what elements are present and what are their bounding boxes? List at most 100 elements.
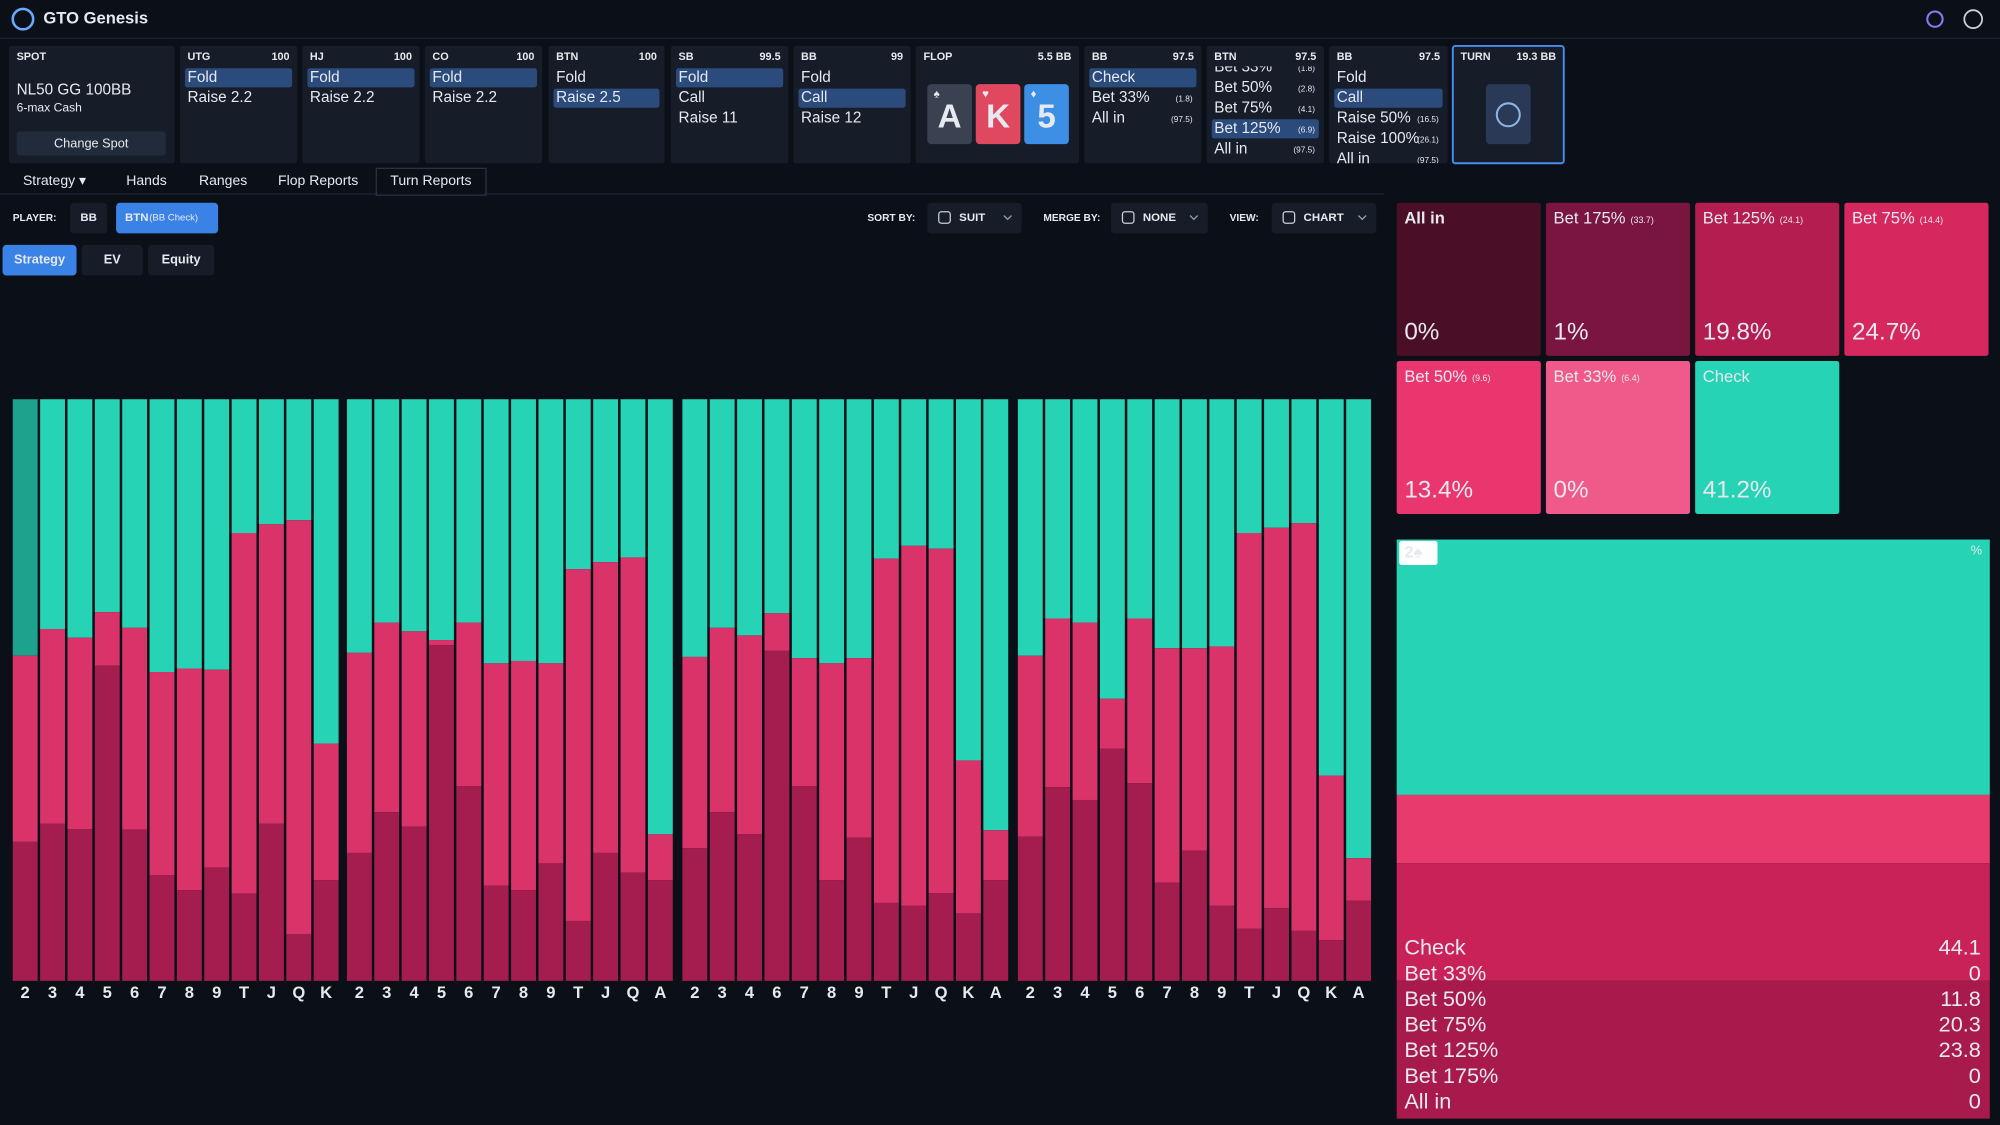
action-label[interactable]: Raise 2.2 xyxy=(310,89,375,106)
mid-segment[interactable] xyxy=(565,569,591,921)
dark-segment[interactable] xyxy=(1182,850,1207,981)
mid-segment[interactable] xyxy=(374,622,400,813)
mid-segment[interactable] xyxy=(231,533,257,894)
active-tab[interactable] xyxy=(375,167,487,196)
check-segment[interactable] xyxy=(983,399,1009,831)
action-label[interactable]: Raise 50% xyxy=(1337,110,1411,127)
dark-segment[interactable] xyxy=(901,905,927,981)
dark-segment[interactable] xyxy=(737,834,762,981)
mid-segment[interactable] xyxy=(928,548,954,894)
mid-segment[interactable] xyxy=(901,545,927,906)
dark-segment[interactable] xyxy=(374,812,400,981)
mid-segment[interactable] xyxy=(401,631,427,827)
check-segment[interactable] xyxy=(1264,399,1289,528)
mid-segment[interactable] xyxy=(456,622,482,787)
check-segment[interactable] xyxy=(313,399,339,744)
subtab[interactable] xyxy=(81,244,143,276)
dark-segment[interactable] xyxy=(1099,748,1125,981)
check-segment[interactable] xyxy=(1154,399,1180,649)
dark-segment[interactable] xyxy=(1236,928,1262,981)
check-segment[interactable] xyxy=(286,399,312,521)
check-segment[interactable] xyxy=(94,399,120,613)
strategy-tile[interactable] xyxy=(1695,360,1840,515)
action-label[interactable]: Call xyxy=(679,89,705,106)
check-segment[interactable] xyxy=(1318,399,1344,776)
mid-segment[interactable] xyxy=(483,663,509,886)
dark-segment[interactable] xyxy=(1346,900,1372,981)
dark-segment[interactable] xyxy=(846,837,872,981)
dark-segment[interactable] xyxy=(456,786,482,981)
mid-segment[interactable] xyxy=(737,635,762,835)
check-segment[interactable] xyxy=(511,399,536,661)
dark-segment[interactable] xyxy=(346,852,372,981)
action-label[interactable]: All in xyxy=(1337,150,1370,167)
dark-segment[interactable] xyxy=(204,867,230,981)
subtab-label[interactable]: Strategy xyxy=(14,252,66,267)
check-segment[interactable] xyxy=(1045,399,1071,619)
dark-segment[interactable] xyxy=(593,852,619,981)
dark-segment[interactable] xyxy=(94,665,120,981)
subtab[interactable] xyxy=(147,244,215,276)
theme-icon[interactable] xyxy=(1926,10,1944,28)
check-segment[interactable] xyxy=(709,399,735,628)
dark-segment[interactable] xyxy=(620,872,646,981)
action-label[interactable]: Bet 75% xyxy=(1214,99,1272,116)
dark-segment[interactable] xyxy=(40,823,65,981)
dark-segment[interactable] xyxy=(983,880,1009,981)
selected-action[interactable] xyxy=(429,68,537,88)
subtab[interactable] xyxy=(2,244,77,276)
check-segment[interactable] xyxy=(1072,399,1098,623)
action-label[interactable]: Raise 11 xyxy=(679,110,738,127)
action-label[interactable]: All in xyxy=(1214,140,1247,157)
account-icon[interactable] xyxy=(1963,9,1984,29)
check-segment[interactable] xyxy=(846,399,872,659)
dark-segment[interactable] xyxy=(149,875,175,981)
dark-segment[interactable] xyxy=(647,880,673,981)
dark-segment[interactable] xyxy=(401,826,427,981)
check-segment[interactable] xyxy=(565,399,591,570)
selected-action[interactable] xyxy=(676,68,784,88)
action-label[interactable]: Call xyxy=(1337,89,1363,106)
check-segment[interactable] xyxy=(122,399,148,628)
check-segment[interactable] xyxy=(1099,399,1125,699)
strategy-tile[interactable] xyxy=(1396,360,1541,515)
dark-segment[interactable] xyxy=(682,848,708,981)
mid-segment[interactable] xyxy=(1209,646,1235,906)
dark-segment[interactable] xyxy=(538,863,564,981)
check-segment[interactable] xyxy=(67,399,93,638)
check-segment[interactable] xyxy=(258,399,284,525)
action-label[interactable]: Bet 50% xyxy=(1214,79,1272,96)
tab[interactable]: Turn Reports xyxy=(390,172,471,188)
selected-action[interactable] xyxy=(798,88,906,108)
check-segment[interactable] xyxy=(928,399,954,549)
dropdown[interactable] xyxy=(1271,202,1377,234)
mid-segment[interactable] xyxy=(1045,618,1071,788)
action-label[interactable]: Fold xyxy=(432,69,462,86)
strategy-tile[interactable] xyxy=(1695,202,1840,356)
dark-segment[interactable] xyxy=(511,890,536,981)
check-segment[interactable] xyxy=(1236,399,1262,534)
dropdown[interactable] xyxy=(1110,202,1208,234)
check-segment[interactable] xyxy=(620,399,646,558)
check-segment[interactable] xyxy=(819,399,845,664)
check-segment[interactable] xyxy=(901,399,927,546)
check-segment[interactable] xyxy=(483,399,509,664)
action-label[interactable]: Fold xyxy=(801,69,831,86)
player-name[interactable]: BTN xyxy=(125,212,149,224)
mid-segment[interactable] xyxy=(1318,775,1344,941)
check-segment[interactable] xyxy=(374,399,400,623)
check-segment[interactable] xyxy=(1209,399,1235,647)
action-label[interactable]: Raise 2.2 xyxy=(188,89,253,106)
mid-segment[interactable] xyxy=(122,627,148,830)
mid-segment[interactable] xyxy=(67,637,93,830)
check-segment[interactable] xyxy=(955,399,981,761)
dark-segment[interactable] xyxy=(1127,783,1153,981)
check-segment[interactable] xyxy=(346,399,372,653)
check-segment[interactable] xyxy=(204,399,230,670)
dark-segment[interactable] xyxy=(791,786,817,981)
strategy-tile[interactable] xyxy=(1396,202,1541,356)
mid-segment[interactable] xyxy=(1017,655,1043,837)
action-label[interactable]: Check xyxy=(1092,69,1136,86)
selected-action[interactable] xyxy=(307,68,415,88)
action-label[interactable]: Fold xyxy=(188,69,218,86)
